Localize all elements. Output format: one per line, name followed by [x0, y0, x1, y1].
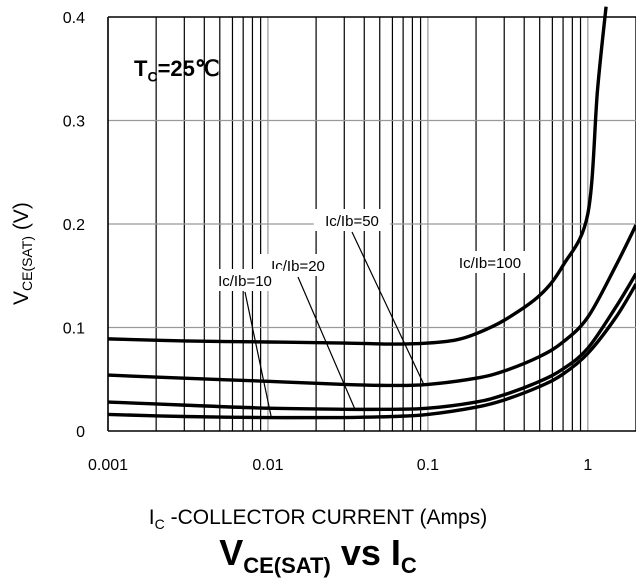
chart-title: VCE(SAT) vs IC [219, 532, 417, 579]
x-axis-label: IC -COLLECTOR CURRENT (Amps) [148, 506, 488, 533]
annotation-leader-line [297, 276, 356, 410]
y-axis-label-main: V [10, 291, 33, 305]
annotation-leader-line [351, 231, 425, 386]
annotation-text: Ic/Ib=100 [459, 255, 521, 272]
series-line-ic-ib-100 [107, 6, 608, 346]
series-line-ic-ib-20 [107, 272, 636, 412]
x-tick-label: 0.001 [88, 457, 128, 474]
series-lines [107, 6, 636, 420]
y-axis-label-sub: CE(SAT) [19, 236, 35, 291]
x-tick-label: 1 [583, 457, 592, 474]
series-line-ic-ib-10 [107, 283, 636, 420]
y-axis-label: VCE(SAT) (V) [10, 202, 35, 305]
annotation-leader-line [244, 291, 272, 418]
y-axis-label-unit: (V) [10, 202, 33, 236]
x-tick-label: 0.1 [417, 457, 439, 474]
tick-labels: 0.001 0.01 0.1 1 0 0.1 0.2 0.3 0.4 [63, 10, 593, 474]
y-tick-label: 0 [76, 424, 85, 441]
annotation-text: Ic/Ib=10 [218, 273, 272, 290]
series-line-ic-ib-50 [107, 224, 636, 388]
annotation-text: Ic/Ib=50 [325, 213, 379, 230]
chart-canvas: 0.001 0.01 0.1 100.10.20.30.4 Ic/Ib=50Ic/Ib… [63, 6, 636, 474]
y-tick-label: 0.2 [63, 217, 85, 234]
annotation-text: Ic/Ib=20 [271, 258, 325, 275]
annotation-box [447, 251, 533, 273]
annotation-ic-ib-10: Ic/Ib=10 [206, 269, 284, 418]
annotation-ic-ib-100: Ic/Ib=100 [447, 251, 533, 273]
annotation-ic-ib-50: Ic/Ib=50 [313, 209, 425, 386]
annotation-box [206, 269, 284, 291]
y-tick-label: 0.4 [63, 10, 85, 27]
y-tick-label: 0.3 [63, 114, 85, 131]
annotation-box [313, 209, 391, 231]
temperature-condition: TC=25℃ [134, 56, 220, 85]
y-tick-label: 0.1 [63, 321, 85, 338]
svg-text:VCE(SAT) (V): VCE(SAT) (V) [10, 202, 35, 305]
x-tick-label: 0.01 [252, 457, 283, 474]
